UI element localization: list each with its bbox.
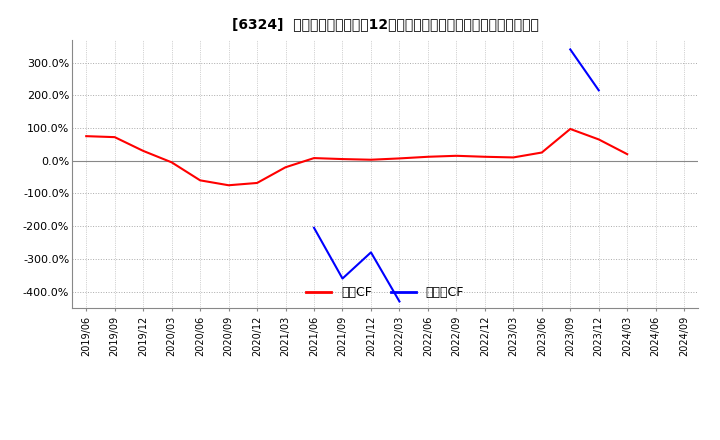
営業CF [595,137,603,142]
営業CF [509,155,518,160]
Legend: 営業CF, フリーCF: 営業CF, フリーCF [301,282,469,304]
営業CF [566,126,575,132]
営業CF [537,150,546,155]
営業CF [338,157,347,162]
営業CF [623,151,631,157]
Title: [6324]  キャッシュフローの12か月移動合計の対前年同期増減率の推移: [6324] キャッシュフローの12か月移動合計の対前年同期増減率の推移 [232,18,539,32]
営業CF [395,156,404,161]
Line: フリーCF: フリーCF [314,228,400,301]
営業CF [139,148,148,154]
Line: 営業CF: 営業CF [86,129,627,185]
営業CF [366,157,375,162]
営業CF [282,165,290,170]
フリーCF [366,250,375,255]
営業CF [310,155,318,161]
営業CF [82,133,91,139]
フリーCF [395,299,404,304]
営業CF [452,153,461,158]
営業CF [167,160,176,165]
フリーCF [310,225,318,231]
営業CF [480,154,489,159]
営業CF [110,135,119,140]
営業CF [253,180,261,186]
営業CF [423,154,432,159]
営業CF [225,183,233,188]
営業CF [196,178,204,183]
フリーCF [338,276,347,281]
